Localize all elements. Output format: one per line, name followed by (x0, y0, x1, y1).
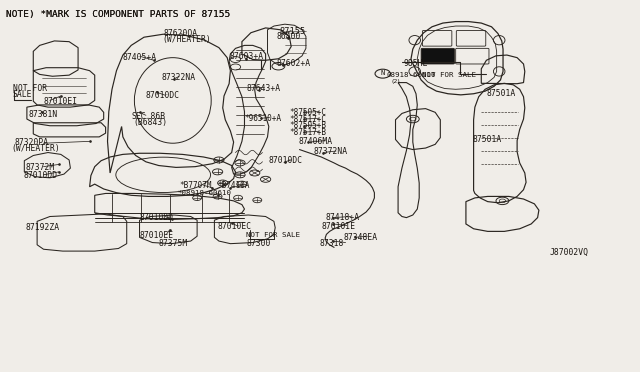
Text: 87010DD: 87010DD (23, 171, 57, 180)
Text: 87372M: 87372M (26, 163, 55, 172)
Text: 87501A: 87501A (486, 89, 516, 98)
FancyBboxPatch shape (421, 48, 454, 64)
Text: 87318: 87318 (320, 239, 344, 248)
Text: NOTE) *MARK IS COMPONENT PARTS OF 87155: NOTE) *MARK IS COMPONENT PARTS OF 87155 (6, 10, 230, 19)
Text: N: N (381, 70, 385, 76)
Text: *87505+B: *87505+B (289, 121, 326, 130)
Text: *87505+C: *87505+C (289, 108, 326, 117)
Text: 87348EA: 87348EA (343, 233, 377, 242)
Text: 87322NA: 87322NA (162, 73, 196, 81)
Text: *96510+A: *96510+A (244, 114, 282, 123)
Text: 08918-60610: 08918-60610 (387, 72, 436, 78)
Text: 87620QA: 87620QA (163, 29, 197, 38)
Text: NOTE) *MARK IS COMPONENT PARTS OF 87155: NOTE) *MARK IS COMPONENT PARTS OF 87155 (6, 10, 230, 19)
Text: 87602+A: 87602+A (276, 60, 310, 68)
Text: 87300: 87300 (246, 239, 271, 248)
Text: SEC.86B: SEC.86B (131, 112, 165, 121)
Text: 87405+A: 87405+A (123, 53, 157, 62)
Text: 87010DC: 87010DC (146, 92, 180, 100)
Text: (B6843): (B6843) (133, 118, 167, 126)
Text: 87010EE: 87010EE (140, 231, 173, 240)
Text: 87418+A: 87418+A (325, 213, 359, 222)
Text: NOT FOR: NOT FOR (13, 84, 47, 93)
Text: 87375M: 87375M (159, 239, 188, 248)
Text: 87501A: 87501A (472, 135, 502, 144)
Text: J87002VQ: J87002VQ (549, 248, 588, 257)
Text: 86400: 86400 (276, 32, 301, 41)
Text: (W/HEATER): (W/HEATER) (12, 144, 60, 153)
Text: 985HL: 985HL (403, 60, 428, 68)
Text: NOT FOR SALE: NOT FOR SALE (246, 232, 300, 238)
Text: *87517+C: *87517+C (289, 115, 326, 124)
Text: *B7410A: *B7410A (218, 182, 250, 190)
Text: 87192ZA: 87192ZA (26, 223, 60, 232)
Text: (W/HEATER): (W/HEATER) (162, 35, 211, 44)
Text: 87155: 87155 (279, 27, 305, 36)
Text: NOT FOR SALE: NOT FOR SALE (422, 72, 476, 78)
Text: 87381N: 87381N (29, 110, 58, 119)
Text: *87517+B: *87517+B (289, 128, 326, 137)
Text: 87406MA: 87406MA (298, 137, 332, 146)
Text: *08918-60610: *08918-60610 (178, 190, 232, 196)
Text: 87320PA: 87320PA (14, 138, 48, 147)
Text: *B7707M: *B7707M (179, 182, 212, 190)
Text: (2): (2) (392, 79, 401, 84)
Text: 87643+A: 87643+A (246, 84, 280, 93)
Text: 87010EC: 87010EC (218, 222, 252, 231)
Text: SALE: SALE (13, 90, 32, 99)
Text: 87010IE: 87010IE (321, 222, 355, 231)
Text: 87010EI: 87010EI (44, 97, 77, 106)
Text: 87010DC: 87010DC (269, 156, 303, 165)
Text: 87372NA: 87372NA (314, 147, 348, 156)
Text: 87603+A: 87603+A (229, 52, 263, 61)
Text: 87010DD: 87010DD (140, 213, 173, 222)
